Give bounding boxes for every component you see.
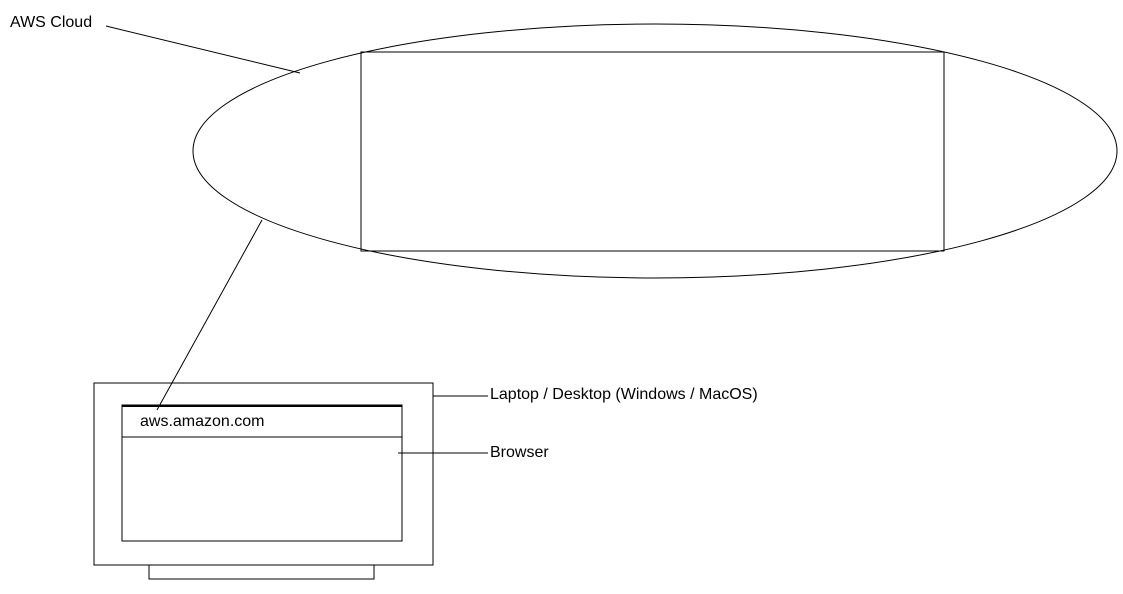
cloud-to-browser-connector <box>156 219 263 411</box>
browser-address-bar-url: aws.amazon.com <box>140 413 265 430</box>
cloud-label-leader <box>105 25 301 74</box>
laptop-desktop-label: Laptop / Desktop (Windows / MacOS) <box>490 386 758 403</box>
cloud-inner-box <box>360 51 945 252</box>
laptop-stand <box>148 564 375 580</box>
laptop-frame <box>93 382 434 566</box>
aws-cloud-ellipse <box>192 23 1118 279</box>
browser-label: Browser <box>490 444 549 461</box>
aws-cloud-label: AWS Cloud <box>10 14 93 31</box>
